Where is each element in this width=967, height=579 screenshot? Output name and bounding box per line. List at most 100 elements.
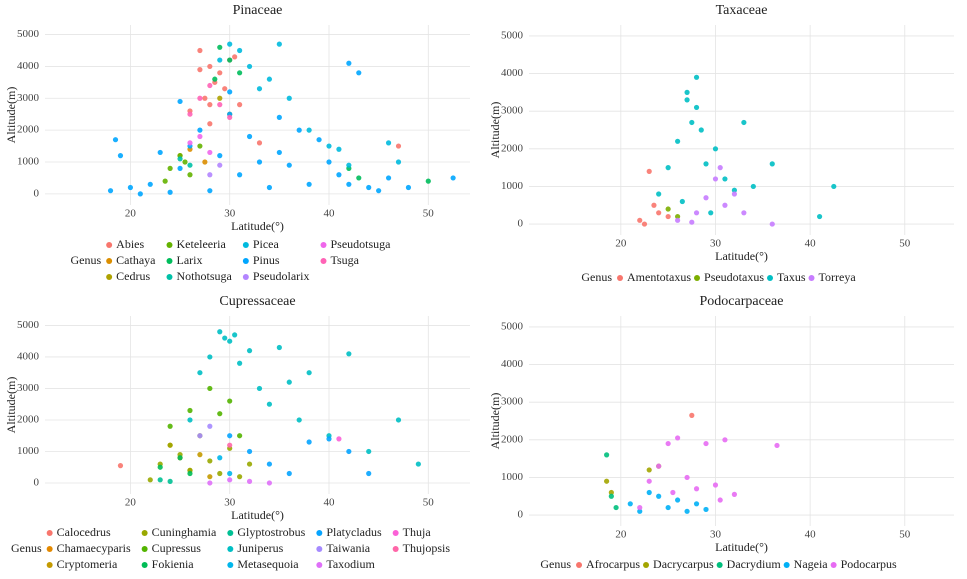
data-point <box>286 162 292 168</box>
chart-title: Podocarpaceae <box>700 294 784 309</box>
y-tick-label: 0 <box>34 187 40 199</box>
data-point <box>207 102 213 108</box>
legend-item: Pseudolarix <box>242 269 310 283</box>
data-point <box>366 448 372 455</box>
legend-swatch <box>242 258 249 264</box>
data-point <box>207 385 213 392</box>
data-point <box>187 172 193 178</box>
data-point <box>222 335 228 341</box>
legend-label: Juniperus <box>237 541 283 555</box>
data-point <box>197 47 203 54</box>
data-point <box>187 162 193 168</box>
data-point <box>316 137 322 143</box>
data-point <box>167 165 173 171</box>
legend-swatch <box>106 242 113 248</box>
data-point <box>656 493 662 499</box>
y-tick-label: 0 <box>518 218 524 230</box>
data-point <box>227 338 233 344</box>
legend-title: Genus <box>11 541 42 555</box>
data-point <box>665 165 671 171</box>
y-axis-label: Altitude(m) <box>488 102 502 159</box>
data-point <box>693 104 700 111</box>
data-point <box>227 442 233 448</box>
data-point <box>112 137 119 143</box>
data-point <box>207 354 213 360</box>
legend-label: Cuninghamia <box>152 525 217 539</box>
legend-item: Cupressus <box>141 541 201 555</box>
data-point <box>326 436 332 442</box>
legend: Afrocarpus Dacrycarpus Dacrydium Nageia Podo… <box>540 557 897 571</box>
legend-swatch <box>242 242 249 248</box>
legend-swatch <box>227 546 234 552</box>
data-point <box>202 95 208 101</box>
y-tick-label: 3000 <box>501 105 524 117</box>
data-point <box>665 504 671 511</box>
legend-swatch <box>166 274 173 280</box>
legend-swatch <box>643 562 650 568</box>
legend-swatch <box>46 546 53 552</box>
data-point <box>675 217 681 223</box>
data-point <box>646 489 652 496</box>
data-point <box>712 482 719 488</box>
data-point <box>741 119 747 126</box>
data-point <box>276 41 282 47</box>
data-point <box>646 168 652 174</box>
y-tick-label: 2000 <box>17 124 40 136</box>
legend-swatch <box>716 562 723 568</box>
data-point <box>675 497 681 503</box>
data-point <box>717 165 723 171</box>
data-point <box>217 162 223 168</box>
data-point <box>326 159 332 165</box>
data-point <box>217 470 223 477</box>
data-point <box>237 70 243 76</box>
data-point <box>395 417 402 423</box>
data-point <box>237 360 243 366</box>
legend-label: Taxodium <box>326 557 375 571</box>
data-point <box>187 140 193 146</box>
x-axis-label: Latitude(°) <box>231 219 284 233</box>
data-point <box>670 489 676 496</box>
legend-item: Amentotaxus <box>617 270 691 284</box>
panel: Cupressaceae 0 1000 2000 3000 4000 5000 20 30 40 5… <box>4 294 470 571</box>
legend-item: Podocarpus <box>830 557 897 571</box>
legend-item: Afrocarpus <box>576 557 640 571</box>
legend-item: Taxodium <box>316 557 375 571</box>
x-tick-label: 50 <box>423 497 435 509</box>
legend-swatch <box>392 546 399 552</box>
data-point <box>197 143 203 149</box>
x-tick-label: 20 <box>615 529 627 541</box>
data-point <box>395 159 402 165</box>
data-point <box>693 74 700 80</box>
data-point <box>197 433 203 439</box>
legend: Amentotaxus Pseudotaxus Taxus Torreya Genus <box>581 270 856 284</box>
data-point <box>717 497 723 503</box>
legend-swatch <box>141 530 148 536</box>
legend-swatch <box>141 562 148 568</box>
x-tick-label: 50 <box>423 208 435 220</box>
y-axis-label: Altitude(m) <box>4 377 18 434</box>
data-point <box>217 455 223 461</box>
data-point <box>207 480 213 486</box>
legend-swatch <box>141 546 148 552</box>
data-point <box>177 98 183 105</box>
data-point <box>147 477 153 483</box>
data-point <box>217 57 223 63</box>
x-axis-label: Latitude(°) <box>715 540 768 554</box>
y-tick-label: 3000 <box>17 92 40 104</box>
legend-label: Tsuga <box>331 253 360 267</box>
data-point <box>679 198 685 205</box>
data-point <box>712 176 719 182</box>
data-point <box>256 385 263 392</box>
data-point <box>246 133 253 140</box>
data-point <box>266 184 273 191</box>
legend: Abies Cathaya Cedrus Keteleeria Larix Nothots… <box>70 237 391 283</box>
data-point <box>646 478 652 484</box>
data-point <box>604 478 610 484</box>
data-point <box>326 143 332 149</box>
data-point <box>246 448 253 455</box>
legend-item: Taiwania <box>316 541 371 555</box>
data-point <box>207 423 213 429</box>
chart-title: Cupressaceae <box>219 294 295 309</box>
legend-item: Keteleeria <box>166 237 226 251</box>
x-tick-label: 30 <box>224 497 236 509</box>
